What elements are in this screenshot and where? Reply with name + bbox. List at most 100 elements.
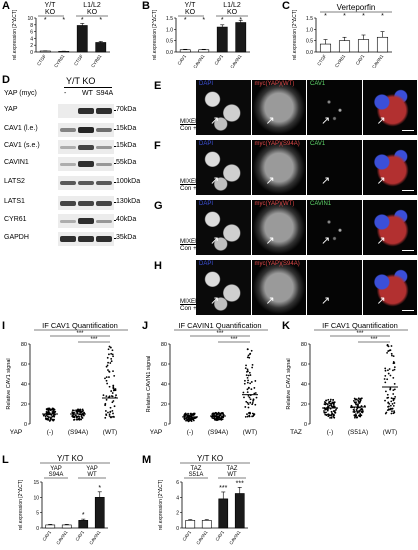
- y-tick-label: 5: [36, 511, 39, 517]
- row-label-line: MIXED Y/T KO: [180, 238, 222, 245]
- x-tick-label: CAVIN1: [229, 53, 243, 68]
- data-point: [110, 360, 113, 363]
- data-point: [392, 377, 395, 379]
- data-point: [112, 370, 114, 373]
- data-point: [388, 368, 391, 370]
- merge-channel: ↗: [362, 140, 418, 195]
- panel-i: I IF CAV1 Quantification Relative CAV1 si…: [0, 318, 140, 448]
- row-label: MIXED Y/T KO Con + YAP (WT): [180, 118, 226, 132]
- data-point: [108, 370, 111, 373]
- data-point: [389, 349, 392, 352]
- row-label: MIXED Y/T KO Con + YAP (WT): [180, 238, 226, 252]
- data-point: [356, 410, 358, 412]
- sig-stars: ***: [356, 331, 364, 337]
- data-point: [46, 417, 49, 420]
- dapi-channel: DAPI ↗: [196, 140, 252, 195]
- data-point: [326, 403, 329, 406]
- data-point: [323, 411, 326, 414]
- blot-band: [78, 108, 94, 114]
- data-point: [115, 394, 117, 397]
- data-point: [355, 398, 358, 401]
- data-point: [49, 408, 52, 411]
- scatter-chart-j: IF CAVIN1 Quantification Relative CAVIN1 …: [146, 321, 268, 436]
- data-point: [107, 348, 110, 351]
- data-point: [110, 352, 113, 355]
- data-point: [384, 367, 387, 370]
- data-point: [326, 409, 329, 412]
- data-point: [109, 416, 112, 419]
- data-point: [384, 381, 387, 384]
- data-point: [332, 399, 334, 401]
- data-point: [42, 414, 45, 417]
- data-point: [329, 400, 332, 403]
- row-label-line: Con + YAP (WT): [180, 245, 226, 252]
- panel-c: C Verteporfin rel.expression [2^ΔCT] 1.5 1.…: [280, 0, 418, 68]
- panel-label: B: [142, 0, 150, 12]
- bar: [198, 49, 210, 53]
- arrow-icon: ↗: [265, 295, 275, 307]
- kda-marker: [114, 129, 116, 130]
- x-tick-label: CYR61: [334, 53, 347, 68]
- group-prefix: YAP: [150, 429, 163, 436]
- panel-a: A Y/T KO L1/L2 KO rel.expression [2^ΔCT] 10 8 6…: [0, 0, 140, 68]
- bar: [39, 50, 51, 53]
- data-point: [45, 408, 48, 410]
- data-point: [112, 355, 114, 358]
- data-point: [247, 395, 250, 397]
- data-point: [44, 415, 47, 418]
- bar: [179, 49, 191, 53]
- bar: [319, 43, 332, 53]
- data-point: [242, 391, 245, 394]
- data-point: [392, 393, 395, 395]
- data-point: [391, 403, 394, 405]
- data-point: [71, 414, 74, 417]
- arrow-icon: ↗: [376, 235, 386, 247]
- data-point: [249, 374, 252, 376]
- data-point: [330, 405, 333, 408]
- panel-d-western-blot: D Y/T KO YAP (myc) - WT S94A YAP 70kDa CAV…: [0, 74, 178, 274]
- myc-channel: myc(YAP)(S94A) ↗: [251, 140, 307, 195]
- blot-band: [60, 162, 76, 166]
- data-point: [215, 413, 218, 415]
- y-tick-label: 0.5: [166, 39, 173, 45]
- data-point: [247, 379, 249, 382]
- data-point: [183, 417, 186, 420]
- y-tick-label: 20: [301, 402, 307, 408]
- blot-band: [60, 128, 76, 132]
- merge-channel: ↗: [362, 200, 418, 255]
- data-point: [243, 382, 246, 385]
- blot-row-label: GAPDH: [4, 234, 29, 241]
- data-point: [249, 411, 251, 414]
- cav-channel: CAV1 ↗: [307, 80, 363, 135]
- data-point: [73, 415, 76, 418]
- data-point: [247, 387, 250, 390]
- data-point: [246, 348, 249, 351]
- x-tick-label: CYR61: [90, 53, 103, 68]
- y-axis-label: rel.expression [2^ΔCT]: [152, 9, 158, 60]
- data-point: [246, 368, 249, 371]
- data-point: [248, 414, 251, 417]
- data-point: [72, 416, 75, 419]
- data-point: [112, 400, 115, 402]
- data-point: [245, 374, 248, 377]
- data-point: [54, 410, 57, 413]
- group-label: (WT): [243, 429, 257, 436]
- data-point: [187, 412, 189, 415]
- data-point: [389, 374, 392, 377]
- data-point: [108, 345, 111, 348]
- bar: [185, 520, 196, 529]
- y-tick-label: 2: [30, 43, 33, 49]
- data-point: [248, 396, 251, 399]
- data-point: [51, 415, 54, 418]
- group-label: (S51A): [348, 429, 368, 436]
- scatter-chart-i: IF CAV1 Quantification Relative CAV1 sign…: [6, 321, 128, 436]
- arrow-icon: ↗: [210, 295, 220, 307]
- arrow-icon: ↗: [321, 235, 331, 247]
- data-point: [359, 398, 362, 401]
- group-label: (S94A): [208, 429, 228, 436]
- data-point: [384, 390, 387, 393]
- data-point: [52, 412, 55, 414]
- data-point: [111, 401, 114, 404]
